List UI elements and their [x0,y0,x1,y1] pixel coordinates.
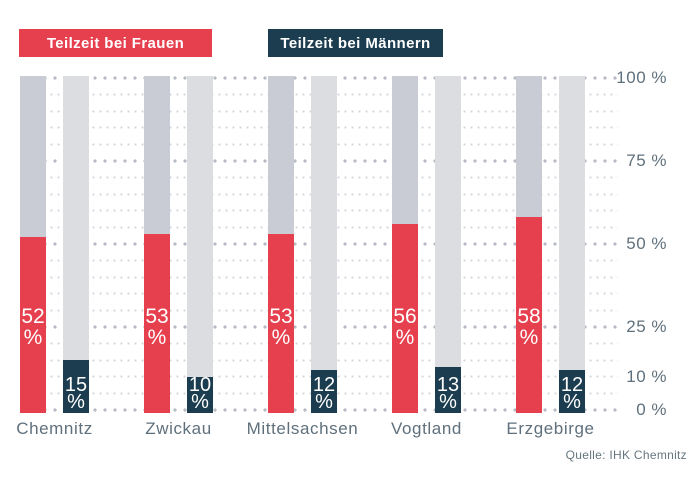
bar-fill: 13% [435,367,461,413]
bar-frauen-erzgebirge: 58% [516,76,542,413]
category-label-chemnitz: Chemnitz [16,419,93,438]
category-label-erzgebirge: Erzgebirge [506,419,595,438]
bar-maenner-zwickau: 10% [187,76,213,413]
bar-fill: 12% [559,370,585,413]
source-label: Quelle: IHK Chemnitz [565,448,687,462]
bar-value-label: 10% [188,374,212,413]
category-label-vogtland: Vogtland [391,419,462,438]
y-axis-tick-75: 75 % [626,151,667,170]
bar-fill: 12% [311,370,337,413]
bar-value-label: 13% [436,374,460,413]
bar-fill: 58% [516,217,542,413]
y-axis-tick-0: 0 % [636,400,667,419]
bar-frauen-chemnitz: 52% [20,76,46,413]
bar-fill: 56% [392,224,418,413]
bar-maenner-mittelsachsen: 12% [311,76,337,413]
y-axis-tick-50: 50 % [626,234,667,253]
bar-fill: 10% [187,374,213,413]
y-axis-tick-100: 100 % [616,68,667,87]
legend-item-maenner: Teilzeit bei Männern [268,29,443,57]
bar-maenner-erzgebirge: 12% [559,76,585,413]
bar-maenner-chemnitz: 15% [63,76,89,413]
bar-fill: 15% [63,360,89,413]
bar-value-label: 56% [393,305,417,349]
y-axis-tick-10: 10 % [626,366,667,386]
bar-fill: 53% [144,234,170,413]
category-label-mittelsachsen: Mittelsachsen [246,419,359,438]
bar-maenner-vogtland: 13% [435,76,461,413]
bar-value-label: 12% [560,374,584,413]
y-axis-tick-25: 25 % [626,317,667,336]
bar-fill: 53% [268,234,294,413]
bar-value-label: 58% [517,305,541,349]
bar-value-label: 15% [64,374,88,413]
legend-item-frauen: Teilzeit bei Frauen [19,29,212,57]
category-label-zwickau: Zwickau [145,419,212,438]
bar-frauen-zwickau: 53% [144,76,170,413]
bar-fill: 52% [20,237,46,413]
bar-value-label: 53% [145,305,169,349]
bar-value-label: 12% [312,374,336,413]
bar-value-label: 53% [269,305,293,349]
bar-value-label: 52% [21,305,45,349]
bar-frauen-vogtland: 56% [392,76,418,413]
bar-frauen-mittelsachsen: 53% [268,76,294,413]
